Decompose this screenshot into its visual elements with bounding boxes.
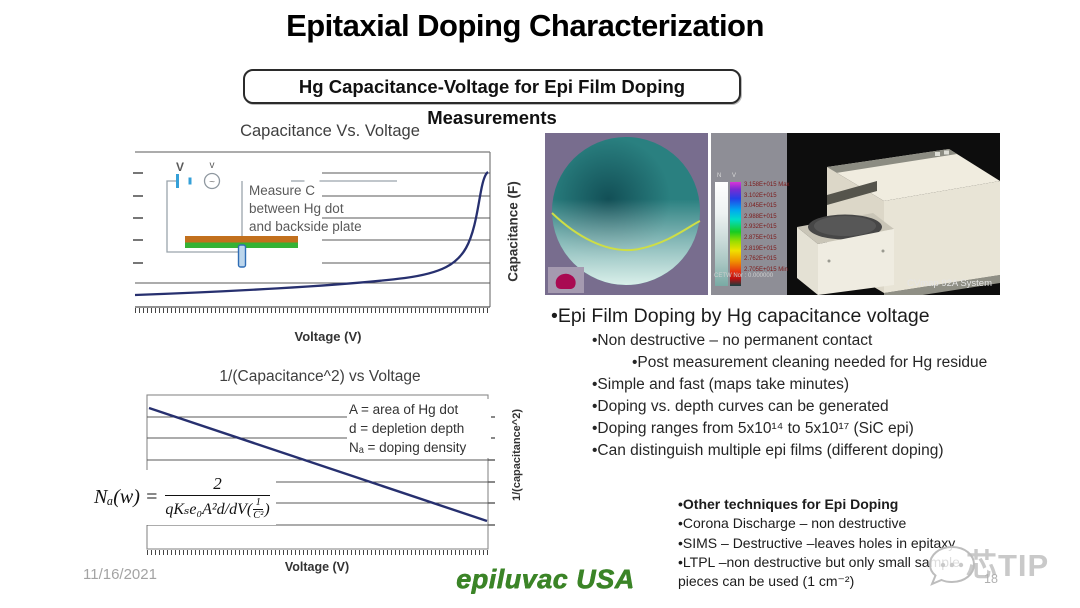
panel-gap: [708, 133, 711, 295]
chart2-ylabel: 1/(capacitance^2): [511, 408, 523, 502]
chart1-xlabel: Voltage (V): [294, 329, 362, 344]
chart2-annotations: A = area of Hg dot d = depletion depth N…: [347, 399, 491, 458]
cvmap-instrument: [797, 149, 1000, 295]
watermark: 芯TIP 18: [924, 536, 1064, 596]
bullet-item: •Non destructive – no permanent contact: [592, 332, 873, 349]
colorbar-rainbow-gradient: [730, 182, 741, 286]
formula-lhs: Nₐ(w) =: [94, 486, 159, 508]
mini-wafer-icon: [555, 273, 576, 289]
bullet-list: •Non destructive – no permanent contact …: [551, 330, 1021, 462]
fraction-bar: [165, 495, 270, 496]
chart2-xlabel: Voltage (V): [284, 560, 350, 574]
bullet-item: •Doping vs. depth curves can be generate…: [592, 398, 889, 415]
other-technique-item: •LTPL –non destructive but only small sa…: [678, 553, 960, 570]
bullet-item: •Post measurement cleaning needed for Hg…: [632, 354, 988, 371]
cv-curve: [134, 171, 489, 297]
doping-colorbar-panel: N V 3.158E+015 Max 3.102E+015 3.045E+015…: [711, 133, 790, 295]
other-technique-item: •Corona Discharge – non destructive: [678, 515, 907, 532]
other-technique-item: pieces can be used (1 cm⁻²): [678, 573, 855, 590]
watermark-text: 芯TIP: [966, 548, 1050, 583]
other-techniques-block: •Other techniques for Epi Doping •Corona…: [678, 495, 978, 591]
circuit-inset: ~ V v: [166, 160, 397, 268]
other-techniques-header: •Other techniques for Epi Doping: [678, 496, 899, 512]
chart1-y-ticks: [133, 172, 143, 264]
circuit-wire-left: [166, 180, 238, 253]
system-label: CVmap 92A System: [907, 278, 992, 289]
measurement-image-strip: N V 3.158E+015 Max 3.102E+015 3.045E+015…: [545, 133, 1000, 295]
chart1-title: Capacitance Vs. Voltage: [240, 122, 420, 140]
backside-probe: [237, 244, 247, 268]
inner-fraction: 1 C²: [253, 497, 264, 521]
doping-formula: Nₐ(w) = 2 qKₛe₀A²d/dV( 1 C² ): [88, 470, 276, 525]
epiluvac-logo: epiluvac USA: [456, 564, 635, 594]
battery-voltage-label: V: [176, 160, 184, 174]
page-title: Epitaxial Doping Characterization: [286, 8, 764, 43]
chart2-title: 1/(Capacitance^2) vs Voltage: [219, 368, 421, 385]
bullet-item: •Simple and fast (maps take minutes): [592, 376, 849, 393]
bullet-item: •Doping ranges from 5x10¹⁴ to 5x10¹⁷ (Si…: [592, 420, 914, 437]
svg-text:~: ~: [209, 177, 215, 188]
doping-contour-line: [551, 212, 701, 252]
subtitle-banner: Hg Capacitance-Voltage for Epi Film Dopi…: [243, 69, 741, 128]
instrument-photo: CVmap 92A System: [787, 133, 1000, 295]
bullet-heading: •Epi Film Doping by Hg capacitance volta…: [551, 305, 930, 327]
measure-note: Measure C between Hg dot and backside pl…: [249, 183, 362, 234]
colorbar-labels: 3.158E+015 Max 3.102E+015 3.045E+015 2.9…: [744, 182, 790, 273]
other-technique-item: •SIMS – Destructive –leaves holes in epi…: [678, 534, 956, 551]
chart1-gridlines: [135, 172, 490, 284]
battery-icon: [176, 174, 192, 188]
chart1-ylabel: Capacitance (F): [505, 181, 521, 282]
formula-fraction: 2 qKₛe₀A²d/dV( 1 C² ): [165, 474, 270, 521]
ac-voltage-label: v: [210, 160, 215, 171]
colorbar-gray-gradient: [715, 182, 728, 286]
page-number: 18: [984, 572, 998, 586]
colorbar-footer: CETW Nor : 0.000000: [714, 273, 774, 279]
bullet-item: •Can distinguish multiple epi films (dif…: [592, 442, 944, 459]
wafer-doping-map: [545, 133, 708, 295]
colorbar-header-left: N: [717, 173, 722, 179]
speech-bubble-icon: [928, 545, 976, 586]
colorbar-header-right: V: [732, 173, 737, 179]
cv-chart: ~ V v: [133, 151, 491, 313]
ac-source-icon: ~: [203, 172, 221, 190]
slide-date: 11/16/2021: [83, 566, 157, 583]
